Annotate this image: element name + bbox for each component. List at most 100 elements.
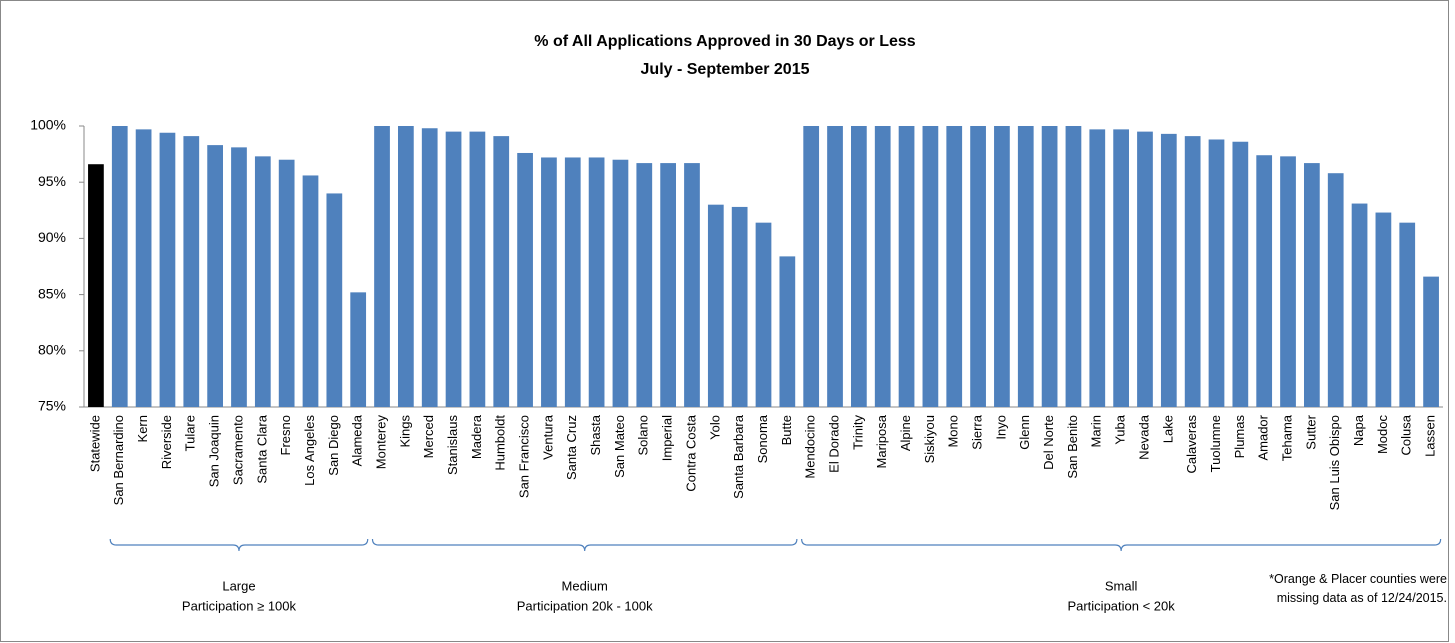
x-tick-label: Mariposa [874,414,889,468]
group-title: Medium [562,578,608,593]
x-tick-label: San Francisco [517,415,532,498]
x-tick-label: Colusa [1399,414,1414,455]
bar [1256,155,1273,407]
bar [326,193,343,407]
x-tick-label: Yolo [707,415,722,440]
x-tick-label: Napa [1351,414,1366,446]
bar [946,126,963,407]
footnote: *Orange & Placer counties were missing d… [1269,572,1447,605]
x-tick-label: Siskiyou [922,415,937,463]
bar [731,206,748,407]
x-tick-label: Stanislaus [445,415,460,475]
x-tick-label: San Luis Obispo [1327,415,1342,510]
x-tick-label: Ventura [540,414,555,460]
bar [207,145,223,407]
x-tick-label: San Mateo [612,415,627,478]
bar [874,126,891,407]
x-tick-label: Glenn [1017,415,1032,450]
y-tick-label: 100% [30,117,66,133]
x-tick-label: Kern [135,415,150,442]
bar [779,256,796,407]
bar [588,157,605,407]
x-tick-label: Mendocino [803,415,818,479]
bar [1089,129,1106,407]
x-tick-label: Alpine [898,415,913,451]
bar [1423,276,1439,407]
x-tick-label: Lake [1160,415,1175,443]
bar [970,126,986,407]
x-tick-label: Santa Cruz [564,415,579,480]
x-tick-label: Calaveras [1184,415,1199,474]
bar [1375,212,1392,407]
x-tick-label: Riverside [159,415,174,469]
x-tick-label: Amador [1256,414,1271,460]
bar [1065,126,1082,407]
group-bracket [801,538,1442,552]
x-tick-label: Sacramento [230,415,245,485]
x-tick-label: San Joaquin [207,415,222,487]
bar [159,132,176,407]
x-tick-label: Tulare [183,415,198,451]
bar [684,163,700,407]
bar [254,156,271,407]
bar [278,159,295,407]
group-bracket [109,538,369,552]
group-label: Participation ≥ 100k [182,598,297,613]
bar [898,126,915,407]
bar [994,126,1010,407]
x-tick-label: Imperial [660,415,675,461]
x-tick-label: Yuba [1113,414,1128,444]
bar [803,126,820,407]
x-tick-label: Mono [946,415,961,448]
y-tick-label: 85% [38,285,66,301]
x-tick-label: Butte [779,415,794,445]
x-tick-label: Madera [469,414,484,459]
x-tick-label: Santa Clara [254,414,269,483]
bar [564,157,581,407]
bar [88,164,104,407]
bar [1304,163,1320,407]
x-tick-label: Alameda [350,414,365,466]
y-tick-label: 90% [38,229,66,245]
bar [469,131,486,407]
x-tick-label: Merced [421,415,436,458]
x-tick-label: Kings [397,415,412,448]
x-tick-label: Inyo [993,415,1008,440]
y-tick-label: 75% [38,398,66,414]
y-tick-label: 80% [38,342,66,358]
x-tick-label: Tuolumne [1208,415,1223,472]
x-tick-label: Humboldt [493,415,508,471]
bar [636,163,653,407]
bar [445,131,462,407]
group-label: Participation < 20k [1067,598,1175,613]
bar [374,126,390,407]
x-tick-label: Shasta [588,414,603,455]
bar [1351,203,1368,407]
x-tick-label: Del Norte [1041,415,1056,470]
bar [350,292,367,407]
bar [1160,133,1177,408]
x-tick-label: Sutter [1303,414,1318,449]
bar [755,222,772,407]
x-tick-label: Santa Barbara [731,414,746,499]
x-tick-label: Nevada [1136,414,1151,460]
bar [1017,126,1034,407]
bar [1041,126,1058,407]
group-label: Participation 20k - 100k [517,598,653,613]
y-tick-label: 95% [38,173,66,189]
x-tick-label: Contra Costa [683,414,698,491]
bar [421,128,438,408]
bar [541,157,557,407]
chart-title: % of All Applications Approved in 30 Day… [534,33,916,50]
bar [612,159,629,407]
bar [707,204,724,407]
bar [1280,156,1296,407]
bar [493,136,510,407]
bar [1184,136,1201,407]
bar [1399,222,1416,407]
bar [1137,131,1153,407]
x-tick-label: Tehama [1279,414,1294,461]
bar [660,163,676,407]
